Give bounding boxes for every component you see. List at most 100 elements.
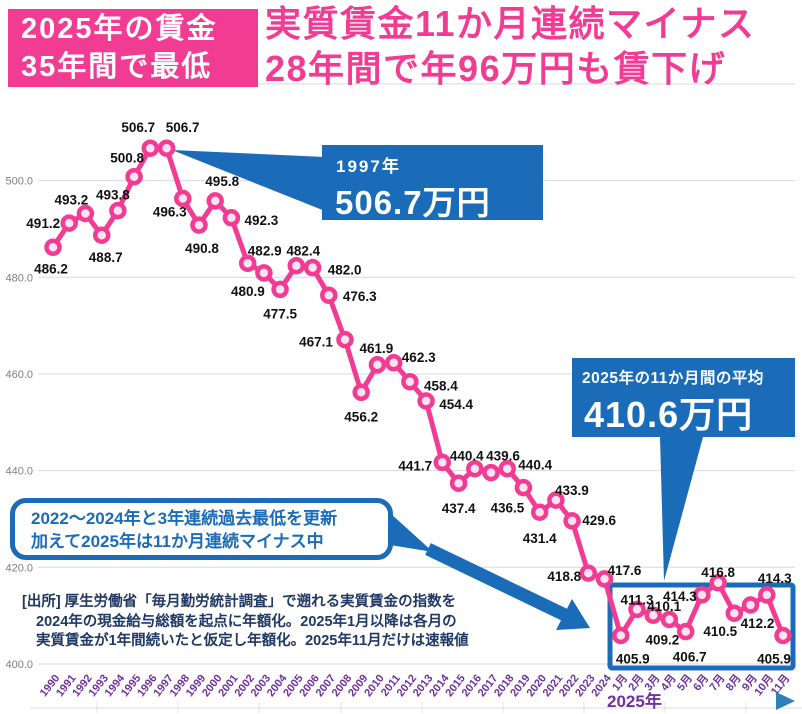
data-point [498,459,516,478]
data-point [449,474,468,492]
data-point [174,189,192,208]
data-label: 411.3 [620,592,654,607]
data-label: 412.2 [741,616,775,631]
y-tick-label: 460.0 [5,369,33,381]
x-tick-label: 2月 [626,672,647,693]
data-point [676,622,695,641]
x-axis-labels: 1990199119921993199419951996199719981999… [38,672,793,699]
data-label: 405.9 [757,652,791,667]
data-point [157,139,176,157]
data-label: 456.2 [344,409,378,424]
page-title-line2: 28年間で年96万円も賃下げ [265,48,727,89]
data-point [628,600,646,619]
data-point [320,286,338,304]
y-tick-label: 500.0 [5,176,33,188]
callout-2025-average-label: 2025年の11か月間の平均 [582,370,764,387]
data-label: 431.4 [523,531,557,546]
data-label: 493.8 [96,188,130,203]
source-note-line2: 2024年の現金給与総額を起点に年額化。2025年1月以降は各月の [36,613,457,630]
data-label: 454.4 [439,397,473,412]
data-label: 417.6 [608,563,642,578]
data-point [336,330,354,349]
headline-badge-line1: 2025年の賃金 [21,13,218,45]
headline-badge-line2: 35年間で最低 [21,51,213,83]
data-point [660,610,679,629]
data-point [579,564,598,582]
data-points [44,139,792,645]
data-label: 410.5 [703,624,737,639]
data-point [612,626,630,645]
data-label: 491.2 [26,216,60,231]
x-tick-label: 5月 [674,672,695,693]
data-point [60,214,78,232]
callout-2025-average: 2025年の11か月間の平均 410.6万円 [572,358,795,437]
page-title: 実質賃金11か月連続マイナス 28年間で年96万円も賃下げ [265,1,755,91]
data-label: 493.2 [55,193,89,208]
data-point [44,238,62,257]
data-label: 441.7 [398,458,432,473]
data-label: 433.9 [555,483,589,498]
data-label: 486.2 [34,261,68,276]
data-point [693,586,711,604]
y-tick-label: 420.0 [5,562,33,574]
data-point [206,192,224,210]
note-callout-line2: 加えて2025年は11か月連続マイナス中 [31,532,324,551]
data-label: 506.7 [121,120,155,135]
data-label: 492.3 [245,213,279,228]
data-point [401,372,419,391]
data-point [417,392,435,410]
data-label: 440.4 [518,458,552,473]
source-note-line1: [出所] 厚生労働省「毎月勤労統計調査」で遡れる実質賃金の指数を [22,594,457,610]
data-point [547,491,565,509]
data-label: 482.9 [248,243,282,258]
data-point [303,258,322,277]
source-note: [出所] 厚生労働省「毎月勤労統計調査」で遡れる実質賃金の指数を 2024年の現… [22,593,469,652]
data-label: 437.4 [442,501,476,516]
data-point [368,356,387,374]
data-label: 406.7 [673,650,707,665]
y-axis-labels: 500.0 480.0 460.0 440.0 420.0 400.0 [5,176,33,671]
data-label: 476.3 [343,289,377,304]
callout-2025-average-value: 410.6万円 [584,394,754,435]
data-label: 495.8 [205,174,239,189]
data-point [482,463,500,482]
data-label: 405.9 [616,652,650,667]
x-tick-label: 3月 [642,672,663,693]
data-label: 414.3 [758,571,792,586]
callout-1997-value: 506.7万円 [335,184,491,221]
data-label: 416.8 [701,565,735,580]
data-point [530,503,549,521]
x-tick-label: 8月 [723,672,744,693]
source-note-line3: 実質賃金が1年間続いたと仮定し年額化。2025年11月だけは速報値 [36,633,469,649]
data-label: 410.1 [647,599,681,614]
note-arrow [390,513,590,630]
data-point [741,596,760,614]
data-point [255,264,273,282]
era-arrow [663,692,795,710]
data-label: 440.4 [450,449,484,464]
x-tick-label: 7月 [707,672,728,693]
data-label: 490.8 [185,241,219,256]
page-title-line1: 実質賃金11か月連続マイナス [265,3,756,44]
note-callout: 2022〜2024年と3年連続過去最低を更新 加えて2025年は11か月連続マイ… [10,498,393,560]
data-point [595,570,614,588]
data-point [222,209,241,227]
data-label: 461.9 [360,341,394,356]
callout-pointer-1997 [172,150,325,211]
data-point [563,512,581,530]
data-point [758,586,776,604]
data-point [433,453,452,472]
data-point [238,254,257,273]
data-label: 458.4 [424,379,458,394]
data-label: 488.7 [89,250,123,265]
data-point [384,354,403,372]
headline-badge: 2025年の賃金 35年間で最低 [8,9,258,87]
data-point [190,216,208,234]
data-point [271,280,289,299]
data-point [514,478,533,497]
data-point [141,139,160,157]
months-highlight-box [607,582,796,671]
data-point [352,383,370,402]
data-point [709,574,727,592]
data-point [644,606,662,624]
